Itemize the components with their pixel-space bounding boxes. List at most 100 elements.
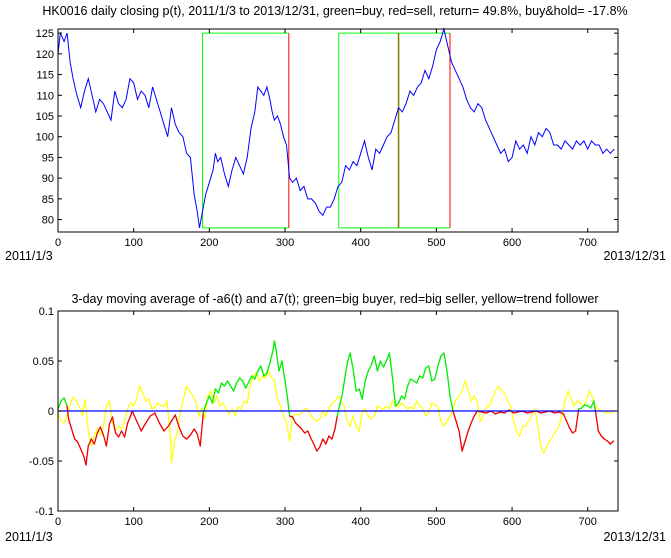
big-seller-segment bbox=[473, 410, 478, 417]
big-buyer-segment bbox=[361, 380, 366, 400]
big-seller-segment bbox=[67, 418, 73, 430]
big-buyer-segment bbox=[286, 395, 291, 417]
flow-chart-x-tick-label: 200 bbox=[200, 516, 218, 528]
big-seller-segment bbox=[600, 435, 606, 440]
price-chart-y-tick-label: 80 bbox=[42, 215, 54, 227]
big-seller-segment bbox=[182, 435, 188, 440]
big-seller-segment bbox=[87, 438, 92, 447]
flow-chart-x-ticks: 0 100 200 300 400 500 600 700 bbox=[55, 311, 597, 528]
big-buyer-segment bbox=[278, 360, 283, 372]
big-buyer-segment bbox=[397, 395, 403, 404]
big-buyer-segment bbox=[373, 355, 379, 372]
big-buyer-segment bbox=[260, 365, 265, 377]
big-buyer-segment bbox=[284, 380, 288, 397]
big-seller-segment bbox=[334, 415, 338, 430]
price-chart-y-tick-label: 105 bbox=[36, 111, 54, 123]
big-seller-segment bbox=[85, 445, 89, 466]
big-seller-segment bbox=[189, 428, 195, 436]
big-seller-segment bbox=[310, 437, 315, 445]
big-buyer-segment bbox=[338, 392, 344, 407]
big-seller-segment bbox=[499, 411, 506, 414]
price-chart-x-tick-label: 300 bbox=[276, 237, 294, 249]
price-chart-end-date: 2013/12/31 bbox=[603, 249, 666, 263]
big-buyer-segment bbox=[217, 382, 223, 394]
price-chart-x-tick-label: 500 bbox=[427, 237, 445, 249]
big-buyer-segment bbox=[370, 355, 375, 366]
big-seller-segment bbox=[316, 446, 321, 452]
big-buyer-segment bbox=[590, 400, 595, 409]
price-chart-y-tick-label: 110 bbox=[36, 90, 54, 102]
big-buyer-segment bbox=[449, 395, 454, 412]
big-seller-segment bbox=[170, 414, 176, 422]
big-seller-segment bbox=[158, 422, 165, 432]
flow-chart-x-tick-label: 100 bbox=[124, 516, 142, 528]
big-buyer-segment bbox=[416, 375, 421, 384]
big-seller-segment bbox=[322, 438, 327, 445]
big-seller-segment bbox=[594, 409, 599, 432]
flow-chart-y-tick-label: 0.1 bbox=[39, 306, 54, 318]
flow-chart-series bbox=[57, 340, 615, 466]
price-chart-y-tick-label: 120 bbox=[36, 49, 54, 61]
big-seller-segment bbox=[461, 440, 466, 452]
big-seller-segment bbox=[553, 411, 560, 414]
big-seller-segment bbox=[140, 422, 147, 432]
big-buyer-segment bbox=[263, 372, 268, 377]
big-seller-segment bbox=[99, 426, 105, 436]
big-seller-segment bbox=[470, 415, 475, 424]
big-buyer-segment bbox=[269, 350, 274, 364]
price-chart-plot-area bbox=[58, 29, 618, 232]
price-chart-title: HK0016 daily closing p(t), 2011/1/3 to 2… bbox=[42, 4, 627, 18]
big-seller-segment bbox=[494, 411, 501, 415]
big-seller-segment bbox=[199, 412, 204, 447]
big-buyer-segment bbox=[376, 360, 382, 372]
price-chart-y-tick-label: 100 bbox=[36, 132, 54, 144]
big-seller-segment bbox=[297, 425, 303, 430]
big-buyer-segment bbox=[394, 402, 400, 407]
big-buyer-segment bbox=[232, 382, 238, 392]
big-buyer-segment bbox=[391, 377, 397, 407]
big-seller-segment bbox=[540, 411, 547, 414]
flow-chart-y-tick-label: -0.1 bbox=[35, 506, 54, 518]
big-buyer-segment bbox=[57, 400, 62, 410]
big-seller-segment bbox=[609, 440, 615, 445]
big-seller-segment bbox=[464, 430, 469, 442]
big-seller-segment bbox=[185, 434, 192, 440]
big-seller-segment bbox=[597, 430, 603, 437]
big-buyer-segment bbox=[235, 377, 241, 384]
big-seller-segment bbox=[568, 427, 574, 434]
big-buyer-segment bbox=[229, 385, 235, 392]
price-chart-x-tick-label: 700 bbox=[579, 237, 597, 249]
big-seller-segment bbox=[606, 440, 612, 445]
big-seller-segment bbox=[512, 411, 519, 414]
big-seller-segment bbox=[193, 428, 198, 435]
price-chart-y-tick-label: 115 bbox=[36, 70, 54, 82]
big-buyer-segment bbox=[382, 360, 388, 368]
big-buyer-segment bbox=[385, 352, 391, 362]
big-buyer-segment bbox=[281, 360, 286, 382]
big-seller-segment bbox=[294, 422, 300, 427]
price-chart-x-tick-label: 200 bbox=[200, 237, 218, 249]
price-chart-x-tick-label: 100 bbox=[124, 237, 142, 249]
big-seller-segment bbox=[96, 426, 102, 434]
big-seller-segment bbox=[325, 435, 330, 445]
big-seller-segment bbox=[558, 411, 565, 415]
trend-follower-line bbox=[57, 369, 614, 464]
big-buyer-segment bbox=[205, 395, 211, 404]
big-seller-segment bbox=[66, 405, 70, 420]
big-seller-segment bbox=[149, 412, 156, 417]
big-buyer-segment bbox=[63, 397, 68, 407]
big-seller-segment bbox=[123, 422, 129, 438]
big-buyer-segment bbox=[349, 352, 354, 370]
big-buyer-segment bbox=[379, 360, 385, 368]
big-buyer-segment bbox=[358, 388, 363, 400]
flow-chart-y-tick-label: 0 bbox=[48, 406, 54, 418]
big-seller-segment bbox=[481, 411, 487, 414]
big-buyer-segment bbox=[214, 388, 220, 394]
big-seller-segment bbox=[111, 416, 117, 434]
big-buyer-segment bbox=[248, 375, 253, 383]
price-chart-y-tick-label: 85 bbox=[42, 194, 54, 206]
big-seller-segment bbox=[301, 428, 306, 434]
big-buyer-segment bbox=[443, 352, 448, 372]
big-seller-segment bbox=[102, 434, 108, 447]
